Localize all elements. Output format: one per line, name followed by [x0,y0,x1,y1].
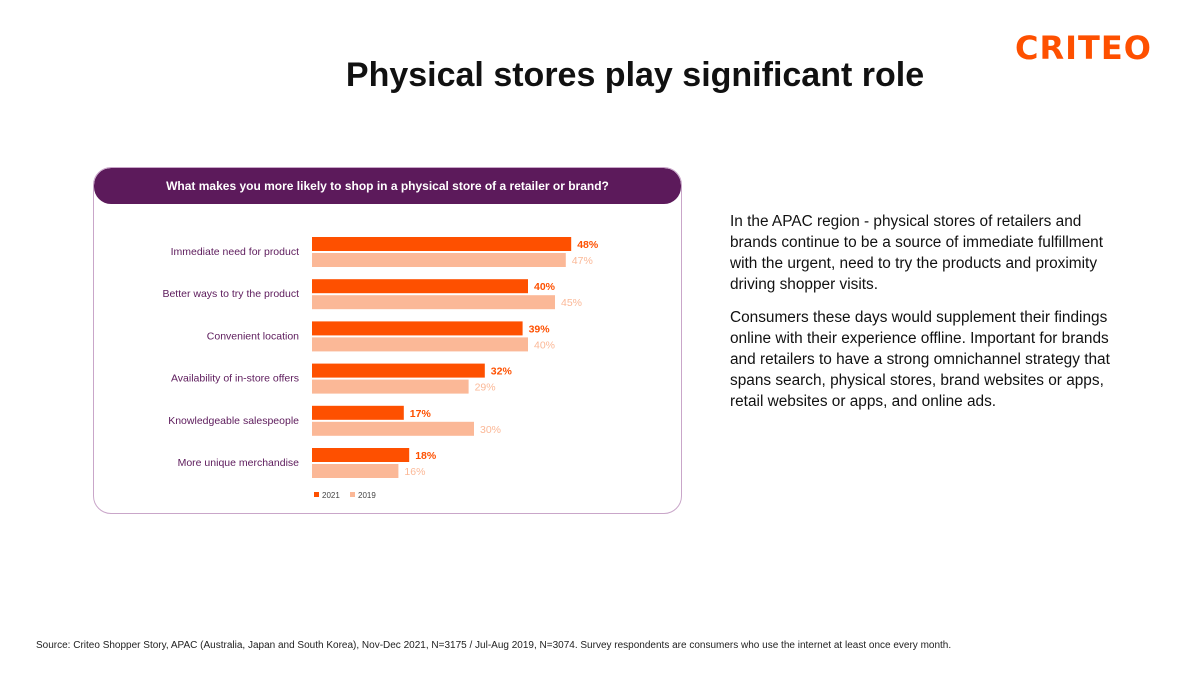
criteo-logo: CRITEO [1015,29,1152,67]
data-label: 17% [410,408,432,420]
data-label: 40% [534,281,556,293]
data-label: 48% [577,239,599,251]
bar-2019 [312,337,528,352]
bar-2019 [312,379,469,394]
body-paragraph-1: In the APAC region - physical stores of … [730,213,1103,293]
data-label: 16% [404,466,425,478]
bar-chart: Immediate need for product 48% 47% Better w… [162,237,599,500]
legend-label: 2021 [322,491,340,500]
category-label: Immediate need for product [171,246,299,258]
bar-2021 [312,237,572,251]
category-label: Knowledgeable salespeople [168,415,299,427]
data-label: 45% [561,297,582,309]
bar-2019 [312,253,566,267]
body-text: In the APAC region - physical stores of … [730,211,1110,424]
data-label: 39% [529,323,551,335]
category-label: Availability of in-store offers [171,373,299,385]
chart-title: What makes you more likely to shop in a … [94,168,681,204]
page-title: Physical stores play significant role [345,56,925,94]
data-label: 47% [572,255,593,267]
bar-2021 [312,448,410,462]
data-label: 18% [415,450,437,462]
bar-2021 [312,363,485,378]
chart-card: Immediate need for product 48% 47% Better w… [93,167,682,514]
source-note: Source: Criteo Shopper Story, APAC (Aust… [36,640,952,651]
bar-2019 [312,295,555,310]
category-label: Better ways to try the product [162,288,299,300]
data-label: 40% [534,339,555,351]
legend-swatch [350,492,355,497]
bar-2019 [312,421,474,436]
category-label: Convenient location [207,330,299,342]
body-paragraph-2: Consumers these days would supplement th… [730,309,1110,410]
data-label: 30% [480,424,501,436]
legend-swatch [314,492,319,497]
bar-2021 [312,405,404,420]
category-label: More unique merchandise [178,457,300,469]
data-label: 32% [491,366,513,378]
bar-2021 [312,321,523,336]
legend-label: 2019 [358,491,376,500]
bar-2019 [312,464,399,478]
data-label: 29% [475,382,496,394]
bar-2021 [312,279,528,294]
